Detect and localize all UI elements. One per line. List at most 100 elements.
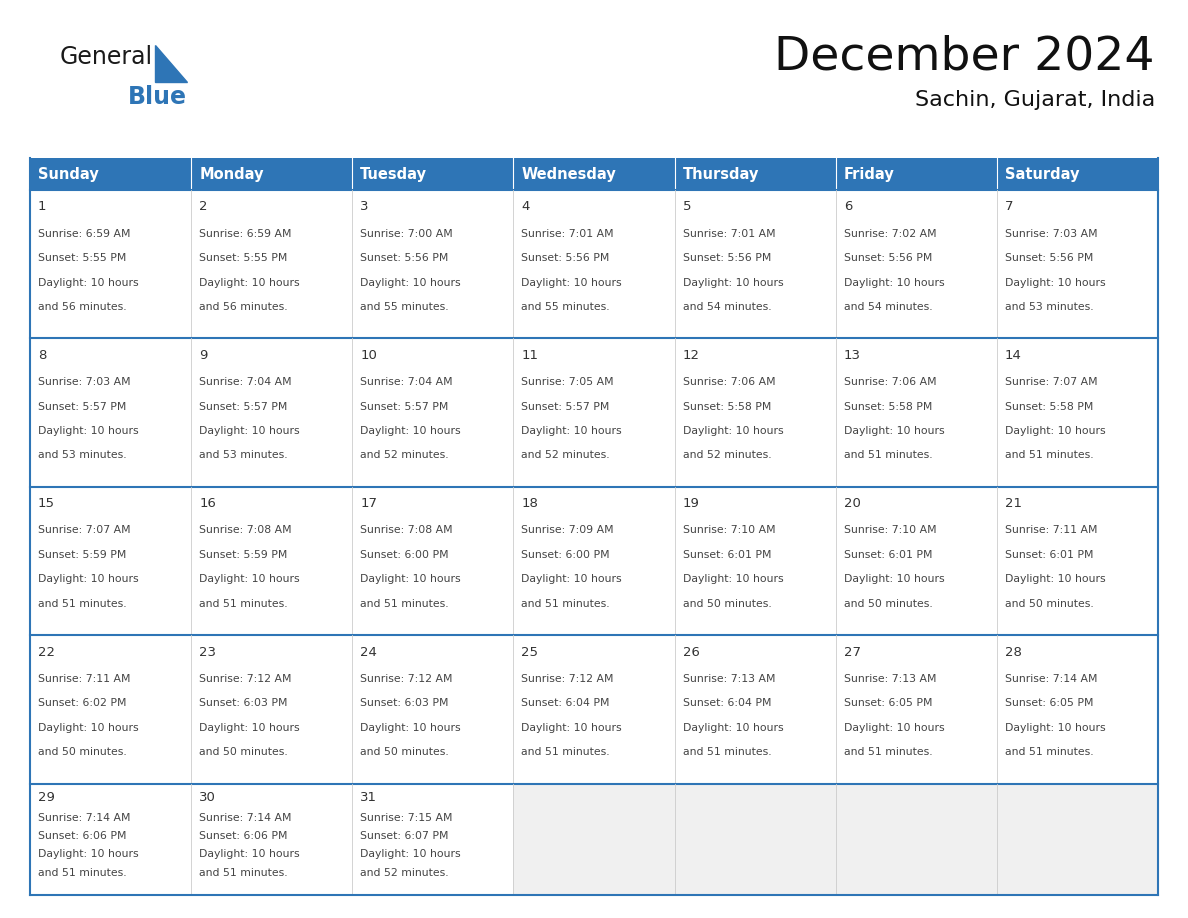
Text: Sunrise: 7:03 AM: Sunrise: 7:03 AM — [1005, 229, 1098, 239]
Text: Daylight: 10 hours: Daylight: 10 hours — [522, 575, 623, 585]
Text: 25: 25 — [522, 645, 538, 658]
Text: Sunrise: 7:06 AM: Sunrise: 7:06 AM — [683, 377, 776, 387]
Bar — [997, 158, 1158, 190]
Text: Daylight: 10 hours: Daylight: 10 hours — [1005, 575, 1106, 585]
Bar — [30, 190, 191, 339]
Text: Daylight: 10 hours: Daylight: 10 hours — [522, 722, 623, 733]
Text: Sunrise: 7:11 AM: Sunrise: 7:11 AM — [1005, 525, 1098, 535]
Text: Sunrise: 6:59 AM: Sunrise: 6:59 AM — [38, 229, 131, 239]
Text: and 51 minutes.: and 51 minutes. — [1005, 451, 1093, 461]
Text: Sunrise: 7:01 AM: Sunrise: 7:01 AM — [683, 229, 776, 239]
Text: and 51 minutes.: and 51 minutes. — [360, 599, 449, 609]
Text: 23: 23 — [200, 645, 216, 658]
Text: Daylight: 10 hours: Daylight: 10 hours — [843, 277, 944, 287]
Text: Sunrise: 7:14 AM: Sunrise: 7:14 AM — [1005, 674, 1098, 684]
Text: and 51 minutes.: and 51 minutes. — [200, 868, 287, 878]
Text: and 50 minutes.: and 50 minutes. — [38, 747, 127, 757]
Text: 21: 21 — [1005, 498, 1022, 510]
Text: December 2024: December 2024 — [775, 35, 1155, 80]
Text: Daylight: 10 hours: Daylight: 10 hours — [360, 722, 461, 733]
Bar — [191, 487, 353, 635]
Bar — [835, 635, 997, 784]
Text: and 53 minutes.: and 53 minutes. — [200, 451, 287, 461]
Text: Daylight: 10 hours: Daylight: 10 hours — [200, 277, 299, 287]
Text: Sunrise: 7:04 AM: Sunrise: 7:04 AM — [360, 377, 453, 387]
Text: Sunset: 5:58 PM: Sunset: 5:58 PM — [683, 401, 771, 411]
Bar — [675, 158, 835, 190]
Text: 15: 15 — [38, 498, 55, 510]
Bar — [353, 487, 513, 635]
Text: Daylight: 10 hours: Daylight: 10 hours — [200, 849, 299, 859]
Text: Monday: Monday — [200, 166, 264, 182]
Bar — [997, 635, 1158, 784]
Bar — [835, 784, 997, 895]
Text: and 50 minutes.: and 50 minutes. — [200, 747, 287, 757]
Text: Sunrise: 7:09 AM: Sunrise: 7:09 AM — [522, 525, 614, 535]
Text: 31: 31 — [360, 791, 378, 804]
Bar — [675, 487, 835, 635]
Text: Sunrise: 7:10 AM: Sunrise: 7:10 AM — [843, 525, 936, 535]
Text: Daylight: 10 hours: Daylight: 10 hours — [1005, 426, 1106, 436]
Bar — [353, 635, 513, 784]
Text: 24: 24 — [360, 645, 378, 658]
Text: 13: 13 — [843, 349, 861, 362]
Bar — [997, 190, 1158, 339]
Bar — [353, 190, 513, 339]
Text: Sunset: 6:02 PM: Sunset: 6:02 PM — [38, 699, 127, 709]
Text: Sunrise: 7:03 AM: Sunrise: 7:03 AM — [38, 377, 131, 387]
Text: Daylight: 10 hours: Daylight: 10 hours — [38, 426, 139, 436]
Text: Sunset: 5:59 PM: Sunset: 5:59 PM — [38, 550, 126, 560]
Text: Daylight: 10 hours: Daylight: 10 hours — [843, 426, 944, 436]
Bar — [997, 784, 1158, 895]
Text: and 51 minutes.: and 51 minutes. — [683, 747, 771, 757]
Bar — [997, 487, 1158, 635]
Text: 14: 14 — [1005, 349, 1022, 362]
Text: Daylight: 10 hours: Daylight: 10 hours — [38, 575, 139, 585]
Text: Sunset: 6:07 PM: Sunset: 6:07 PM — [360, 831, 449, 841]
Text: and 52 minutes.: and 52 minutes. — [683, 451, 771, 461]
Text: and 51 minutes.: and 51 minutes. — [522, 747, 611, 757]
Bar — [30, 784, 191, 895]
Bar — [353, 339, 513, 487]
Text: Daylight: 10 hours: Daylight: 10 hours — [360, 426, 461, 436]
Text: and 50 minutes.: and 50 minutes. — [843, 599, 933, 609]
Text: and 51 minutes.: and 51 minutes. — [38, 868, 127, 878]
Text: Daylight: 10 hours: Daylight: 10 hours — [360, 575, 461, 585]
Text: and 51 minutes.: and 51 minutes. — [522, 599, 611, 609]
Text: Sunset: 6:01 PM: Sunset: 6:01 PM — [683, 550, 771, 560]
Text: General: General — [61, 45, 153, 69]
Text: Sunset: 6:00 PM: Sunset: 6:00 PM — [360, 550, 449, 560]
Text: Sunrise: 7:00 AM: Sunrise: 7:00 AM — [360, 229, 453, 239]
Text: and 51 minutes.: and 51 minutes. — [1005, 747, 1093, 757]
Text: Sunday: Sunday — [38, 166, 99, 182]
Bar — [835, 339, 997, 487]
Text: 11: 11 — [522, 349, 538, 362]
Text: 6: 6 — [843, 200, 852, 213]
Text: 19: 19 — [683, 498, 700, 510]
Text: 22: 22 — [38, 645, 55, 658]
Text: Daylight: 10 hours: Daylight: 10 hours — [200, 722, 299, 733]
Text: 28: 28 — [1005, 645, 1022, 658]
Bar — [675, 635, 835, 784]
Text: 29: 29 — [38, 791, 55, 804]
Text: Daylight: 10 hours: Daylight: 10 hours — [683, 722, 783, 733]
Text: 12: 12 — [683, 349, 700, 362]
Text: 9: 9 — [200, 349, 208, 362]
Text: Sunset: 6:00 PM: Sunset: 6:00 PM — [522, 550, 611, 560]
Text: and 51 minutes.: and 51 minutes. — [843, 747, 933, 757]
Text: Sunrise: 7:08 AM: Sunrise: 7:08 AM — [200, 525, 292, 535]
Text: 8: 8 — [38, 349, 46, 362]
Text: and 56 minutes.: and 56 minutes. — [38, 302, 127, 312]
Text: Sunset: 6:03 PM: Sunset: 6:03 PM — [360, 699, 449, 709]
Text: Sunset: 5:55 PM: Sunset: 5:55 PM — [38, 253, 126, 263]
Text: 10: 10 — [360, 349, 378, 362]
Bar — [835, 158, 997, 190]
Polygon shape — [154, 45, 187, 82]
Text: Daylight: 10 hours: Daylight: 10 hours — [522, 277, 623, 287]
Bar — [191, 190, 353, 339]
Text: Sunset: 5:56 PM: Sunset: 5:56 PM — [683, 253, 771, 263]
Bar — [191, 158, 353, 190]
Bar — [513, 339, 675, 487]
Text: Sunrise: 6:59 AM: Sunrise: 6:59 AM — [200, 229, 292, 239]
Text: Sachin, Gujarat, India: Sachin, Gujarat, India — [915, 90, 1155, 110]
